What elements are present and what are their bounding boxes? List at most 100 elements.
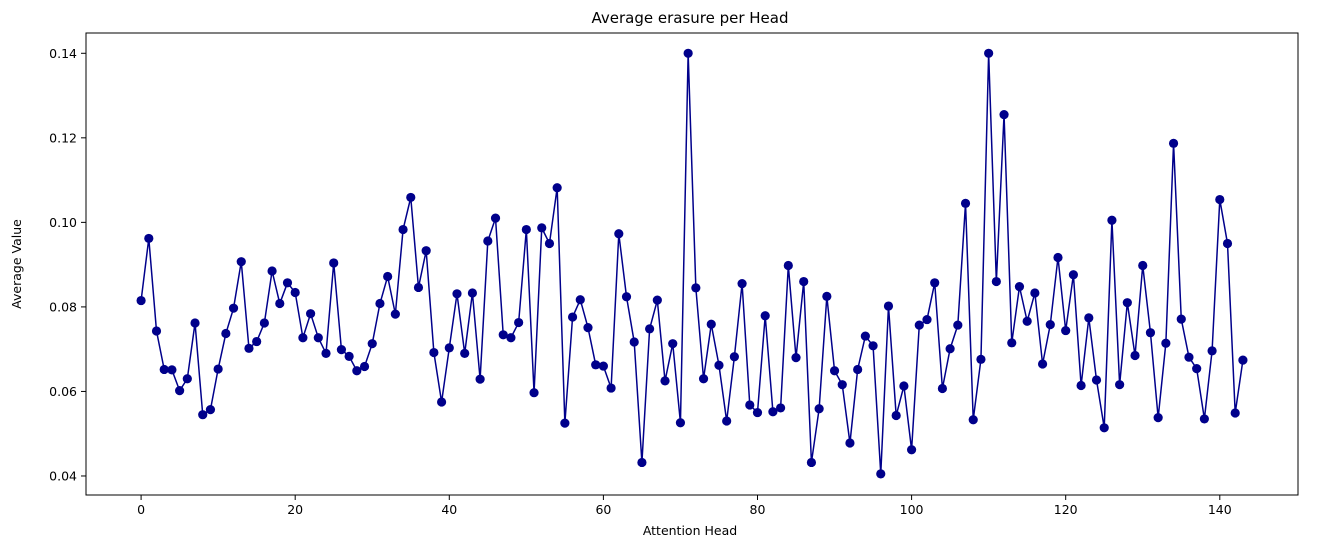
data-point-80 bbox=[752, 407, 763, 418]
data-point-4 bbox=[167, 365, 177, 375]
data-point-40 bbox=[444, 343, 454, 353]
data-point-44 bbox=[475, 374, 485, 384]
data-point-29 bbox=[359, 361, 370, 372]
y-tick-label: 0.06 bbox=[49, 384, 77, 399]
data-point-13 bbox=[236, 257, 246, 267]
data-point-42 bbox=[460, 348, 470, 358]
data-point-28 bbox=[352, 366, 362, 376]
data-point-133 bbox=[1161, 338, 1171, 348]
data-point-72 bbox=[691, 283, 701, 293]
data-point-92 bbox=[845, 438, 855, 448]
x-axis-label: Attention Head bbox=[643, 523, 737, 538]
data-point-7 bbox=[190, 318, 200, 328]
data-point-90 bbox=[829, 366, 840, 376]
data-point-55 bbox=[560, 418, 570, 428]
data-point-23 bbox=[313, 333, 323, 343]
x-tick-label: 100 bbox=[900, 502, 924, 517]
data-point-114 bbox=[1014, 282, 1025, 292]
data-point-16 bbox=[259, 318, 269, 328]
data-point-25 bbox=[329, 258, 339, 268]
data-point-5 bbox=[175, 386, 185, 396]
data-point-109 bbox=[976, 354, 986, 364]
data-point-14 bbox=[244, 343, 254, 353]
data-point-62 bbox=[614, 229, 624, 239]
data-point-74 bbox=[706, 319, 716, 329]
data-point-138 bbox=[1199, 414, 1209, 424]
data-point-32 bbox=[383, 271, 393, 282]
data-point-76 bbox=[722, 416, 732, 426]
data-point-33 bbox=[390, 309, 400, 319]
data-point-57 bbox=[575, 295, 585, 305]
data-point-82 bbox=[768, 407, 778, 417]
y-axis: 0.04 0.06 0.08 0.10 0.12 0.14 bbox=[49, 46, 86, 483]
data-point-135 bbox=[1176, 314, 1186, 324]
data-point-48 bbox=[506, 333, 516, 343]
data-point-45 bbox=[483, 236, 493, 246]
data-point-60 bbox=[598, 361, 608, 371]
x-tick-label: 120 bbox=[1054, 502, 1078, 517]
x-tick-label: 80 bbox=[750, 502, 766, 517]
data-point-43 bbox=[467, 288, 478, 298]
data-point-51 bbox=[529, 388, 539, 398]
data-point-83 bbox=[776, 403, 786, 413]
data-point-56 bbox=[567, 312, 578, 322]
data-point-94 bbox=[860, 331, 870, 341]
data-point-101 bbox=[914, 320, 924, 330]
data-point-112 bbox=[999, 109, 1009, 120]
data-point-58 bbox=[583, 323, 593, 333]
y-tick-label: 0.04 bbox=[49, 468, 77, 483]
data-point-65 bbox=[637, 457, 647, 468]
data-point-117 bbox=[1037, 359, 1048, 369]
data-point-93 bbox=[853, 364, 863, 375]
data-point-46 bbox=[490, 213, 501, 223]
data-point-81 bbox=[760, 311, 770, 321]
data-point-141 bbox=[1222, 238, 1233, 249]
data-point-95 bbox=[868, 341, 878, 351]
data-point-105 bbox=[945, 344, 955, 354]
data-point-38 bbox=[429, 347, 439, 358]
data-point-89 bbox=[822, 291, 832, 301]
data-point-140 bbox=[1215, 194, 1225, 205]
data-point-68 bbox=[660, 376, 670, 386]
data-point-36 bbox=[413, 282, 424, 293]
data-point-75 bbox=[714, 360, 724, 370]
data-point-100 bbox=[906, 445, 917, 455]
data-point-26 bbox=[336, 344, 347, 355]
data-point-118 bbox=[1045, 320, 1055, 330]
data-point-53 bbox=[544, 238, 555, 249]
data-point-110 bbox=[984, 48, 994, 58]
data-point-9 bbox=[205, 405, 216, 415]
data-point-50 bbox=[521, 224, 531, 235]
data-point-34 bbox=[398, 224, 408, 235]
data-point-106 bbox=[953, 320, 963, 330]
data-point-59 bbox=[591, 360, 601, 370]
data-point-122 bbox=[1076, 380, 1086, 391]
data-point-139 bbox=[1207, 346, 1217, 356]
data-point-15 bbox=[252, 336, 262, 347]
data-point-104 bbox=[937, 383, 948, 394]
data-point-39 bbox=[436, 397, 447, 407]
data-point-136 bbox=[1184, 352, 1194, 362]
y-tick-label: 0.12 bbox=[49, 130, 77, 145]
data-point-24 bbox=[321, 348, 331, 358]
data-point-71 bbox=[683, 48, 693, 58]
data-point-86 bbox=[799, 276, 809, 287]
data-point-116 bbox=[1030, 288, 1040, 298]
data-point-124 bbox=[1091, 375, 1102, 385]
data-point-142 bbox=[1230, 408, 1240, 418]
data-point-35 bbox=[406, 192, 416, 203]
data-point-10 bbox=[213, 364, 223, 374]
data-point-52 bbox=[537, 223, 547, 233]
data-point-91 bbox=[837, 380, 847, 390]
data-point-128 bbox=[1122, 298, 1132, 308]
data-point-18 bbox=[275, 298, 285, 309]
data-point-41 bbox=[452, 289, 462, 299]
data-point-107 bbox=[960, 198, 971, 208]
data-point-134 bbox=[1168, 138, 1179, 148]
data-point-103 bbox=[930, 278, 940, 288]
data-point-143 bbox=[1238, 355, 1248, 365]
plot-area bbox=[85, 32, 1299, 496]
data-point-131 bbox=[1145, 328, 1156, 338]
data-point-20 bbox=[290, 287, 300, 298]
data-point-31 bbox=[375, 298, 385, 309]
